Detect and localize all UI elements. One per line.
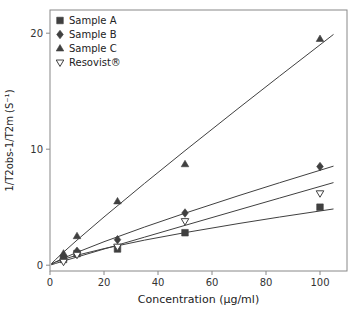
data-point xyxy=(60,250,68,256)
data-point xyxy=(114,244,122,250)
legend-marker xyxy=(57,30,64,39)
y-tick-label: 20 xyxy=(30,28,43,39)
x-tick-label: 80 xyxy=(260,277,273,288)
plot-area xyxy=(51,34,333,265)
data-point xyxy=(114,235,121,244)
x-tick-label: 0 xyxy=(47,277,53,288)
y-tick xyxy=(46,265,50,266)
data-point xyxy=(73,252,81,258)
legend-marker xyxy=(56,45,64,51)
x-tick-label: 40 xyxy=(152,277,165,288)
x-tick xyxy=(320,271,321,275)
fit-line xyxy=(51,166,333,264)
data-point xyxy=(181,160,189,166)
x-tick xyxy=(104,271,105,275)
data-point xyxy=(317,204,324,211)
fit-line xyxy=(51,183,333,265)
x-tick-label: 60 xyxy=(206,277,219,288)
data-point xyxy=(114,197,122,203)
x-tick xyxy=(266,271,267,275)
x-tick-label: 20 xyxy=(98,277,111,288)
legend-marker xyxy=(57,17,64,24)
x-tick xyxy=(50,271,51,275)
y-tick-label: 10 xyxy=(30,144,43,155)
legend-label: Resovist® xyxy=(69,57,121,68)
data-point xyxy=(73,232,81,238)
legend-label: Sample B xyxy=(69,29,117,40)
legend-label: Sample C xyxy=(69,43,117,54)
x-tick-label: 100 xyxy=(310,277,329,288)
y-tick xyxy=(46,33,50,34)
x-axis-label: Concentration (μg/ml) xyxy=(138,293,259,306)
data-point xyxy=(316,35,324,41)
y-tick-label: 0 xyxy=(37,260,43,271)
legend-label: Sample A xyxy=(69,15,117,26)
legend-marker xyxy=(56,60,64,66)
data-point xyxy=(182,209,189,218)
data-point xyxy=(60,259,68,265)
data-point xyxy=(317,162,324,171)
y-axis-label: 1/T2obs-1/T2m (S⁻¹) xyxy=(4,89,15,191)
data-point xyxy=(181,219,189,225)
chart: 0 20 40 60 80 100 0 10 20 Concentration (μg/ml) 1/… xyxy=(0,0,359,311)
plot-frame xyxy=(50,10,347,271)
data-point xyxy=(182,229,189,236)
x-tick xyxy=(212,271,213,275)
y-tick xyxy=(46,149,50,150)
fit-line xyxy=(51,209,333,264)
data-point xyxy=(316,191,324,197)
fit-line xyxy=(51,34,333,263)
x-tick xyxy=(158,271,159,275)
legend: Sample A Sample B Sample C Resovist® xyxy=(56,15,121,68)
